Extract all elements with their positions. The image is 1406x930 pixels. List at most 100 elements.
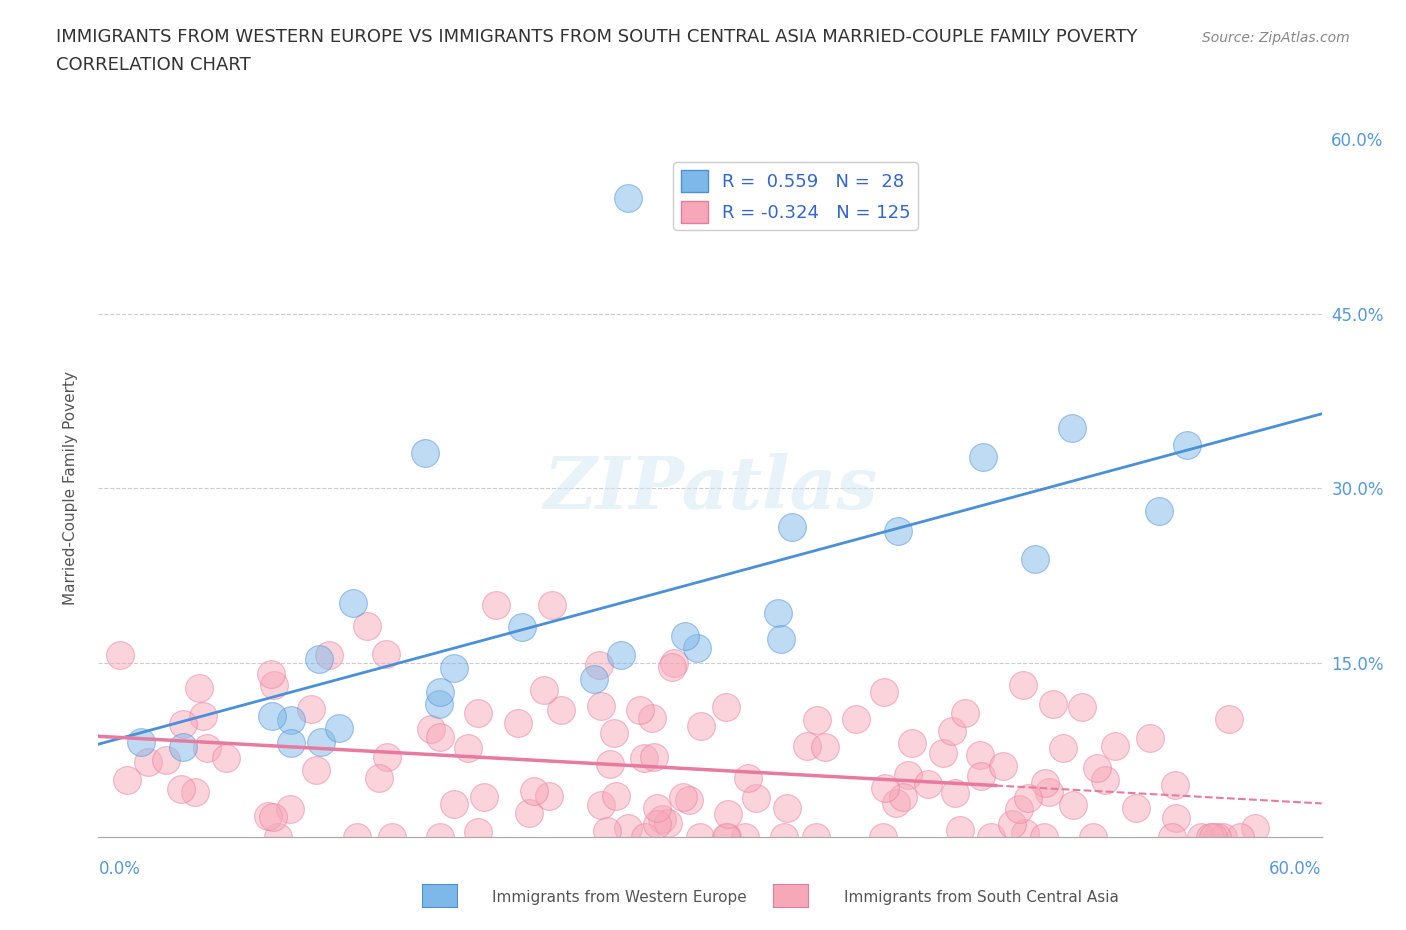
Point (1175, 438, 1198, 453)
Point (328, 721, 350, 736)
Text: IMMIGRANTS FROM WESTERN EUROPE VS IMMIGRANTS FROM SOUTH CENTRAL ASIA MARRIED-COU: IMMIGRANTS FROM WESTERN EUROPE VS IMMIGR… (56, 28, 1137, 46)
Point (429, 697, 451, 711)
Point (342, 596, 364, 611)
Point (1164, 777, 1187, 792)
Point (1218, 711, 1240, 726)
Point (1094, 772, 1116, 787)
Point (1017, 790, 1039, 805)
Point (672, 790, 695, 804)
Point (172, 740, 194, 755)
Point (610, 647, 633, 662)
Point (413, 445, 436, 460)
Point (429, 684, 451, 699)
Point (1033, 775, 1056, 790)
Point (136, 754, 159, 769)
Point (280, 736, 302, 751)
Point (1062, 420, 1084, 435)
Point (685, 641, 707, 656)
Point (873, 684, 896, 699)
Point (346, 830, 368, 844)
Point (188, 681, 211, 696)
Point (533, 683, 555, 698)
Point (734, 830, 756, 844)
Point (267, 830, 290, 844)
Point (538, 789, 561, 804)
Point (641, 711, 664, 725)
Point (368, 771, 391, 786)
Point (662, 656, 685, 671)
Point (991, 759, 1014, 774)
Text: CORRELATION CHART: CORRELATION CHART (56, 56, 252, 73)
Point (308, 651, 330, 666)
Point (769, 631, 792, 646)
Point (280, 712, 302, 727)
Point (1012, 677, 1035, 692)
Point (1147, 504, 1170, 519)
Point (657, 816, 679, 830)
Point (716, 830, 738, 844)
Point (1085, 761, 1108, 776)
Text: ZIPatlas: ZIPatlas (543, 453, 877, 524)
Point (617, 190, 640, 205)
Point (1070, 699, 1092, 714)
Point (737, 771, 759, 786)
Point (443, 660, 465, 675)
Point (110, 648, 132, 663)
Point (472, 789, 495, 804)
Point (263, 677, 285, 692)
Point (714, 699, 737, 714)
Point (429, 830, 451, 844)
Point (517, 805, 540, 820)
Point (262, 809, 284, 824)
Point (131, 734, 153, 749)
Point (716, 830, 738, 844)
Point (766, 605, 789, 620)
Point (1125, 801, 1147, 816)
Point (381, 830, 404, 844)
Point (932, 746, 955, 761)
Point (891, 790, 914, 804)
Point (1199, 830, 1222, 844)
Point (1161, 830, 1184, 844)
Point (375, 750, 398, 764)
Point (661, 660, 683, 675)
Point (599, 756, 621, 771)
Point (589, 798, 612, 813)
Point (1139, 730, 1161, 745)
Point (1024, 551, 1046, 566)
Legend: R =  0.559   N =  28, R = -0.324   N = 125: R = 0.559 N = 28, R = -0.324 N = 125 (673, 163, 918, 230)
Point (897, 767, 920, 782)
Point (1164, 811, 1187, 826)
Text: Immigrants from Western Europe: Immigrants from Western Europe (492, 890, 747, 905)
Point (689, 830, 711, 844)
Point (1038, 785, 1060, 800)
Point (191, 709, 214, 724)
Point (628, 703, 651, 718)
Point (262, 709, 284, 724)
Point (443, 796, 465, 811)
Point (745, 790, 768, 805)
Point (305, 763, 328, 777)
Point (169, 782, 191, 797)
Point (773, 830, 796, 844)
Point (617, 821, 640, 836)
Point (605, 789, 627, 804)
Point (645, 817, 668, 831)
Point (873, 780, 896, 795)
Point (467, 705, 489, 720)
Point (943, 785, 966, 800)
Point (782, 519, 804, 534)
Point (256, 809, 278, 824)
Point (589, 699, 612, 714)
Point (1244, 821, 1267, 836)
Point (260, 667, 283, 682)
Point (1062, 798, 1084, 813)
Point (309, 735, 332, 750)
Point (948, 823, 970, 838)
Point (901, 736, 924, 751)
Point (645, 801, 668, 816)
Point (510, 619, 533, 634)
Point (583, 671, 606, 686)
Point (197, 740, 219, 755)
Text: 60.0%: 60.0% (1270, 860, 1322, 878)
